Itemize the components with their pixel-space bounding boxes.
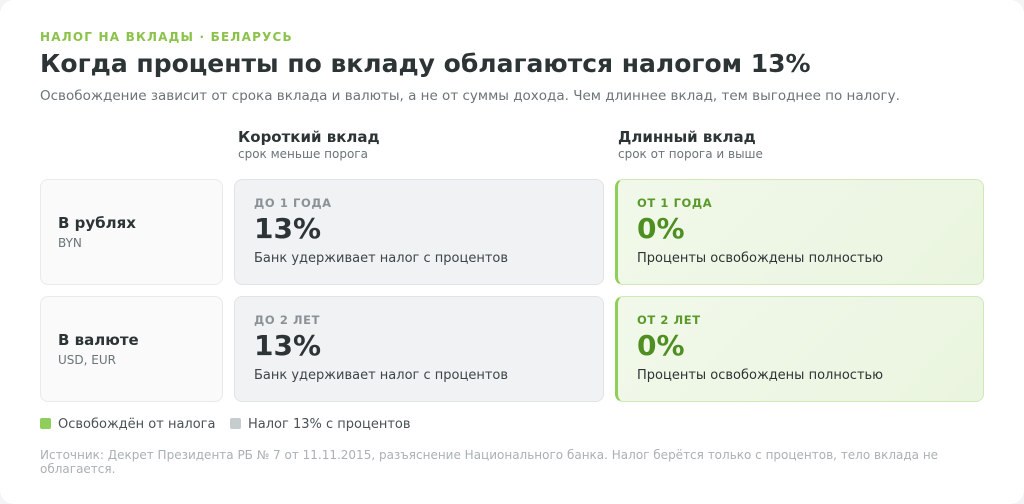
legend-item: Налог 13% с процентов	[230, 417, 411, 432]
cell-value: 0%	[637, 212, 685, 245]
row-label: В рублях	[58, 214, 136, 232]
legend-item: Освобождён от налога	[40, 417, 215, 432]
row-label: В валюте	[58, 331, 139, 349]
tax-cell: ДО 2 ЛЕТ 13% Банк удерживает налог с проце…	[234, 296, 604, 402]
column-sub: срок меньше порога	[238, 147, 368, 161]
row-label-box: В валюте USD, EUR	[40, 296, 223, 402]
legend-swatch	[40, 418, 51, 429]
row-sub: BYN	[58, 236, 82, 250]
cell-desc: Банк удерживает налог с процентов	[254, 251, 509, 266]
legend-swatch	[230, 418, 241, 429]
cell-desc: Банк удерживает налог с процентов	[254, 368, 509, 383]
legend-label: Налог 13% с процентов	[248, 417, 411, 432]
subtitle: Освобождение зависит от срока вклада и в…	[40, 88, 900, 104]
title: Когда проценты по вкладу облагаются нало…	[40, 49, 811, 78]
column-title: Короткий вклад	[238, 128, 380, 146]
cell-value: 13%	[254, 212, 322, 245]
cell-value: 13%	[254, 329, 322, 362]
cell-desc: Проценты освобождены полностью	[637, 368, 884, 383]
cell-tag: ДО 1 ГОДА	[254, 196, 332, 210]
row-sub: USD, EUR	[58, 353, 116, 367]
cell-tag: ДО 2 ЛЕТ	[254, 313, 321, 327]
cell-value: 0%	[637, 329, 685, 362]
tax-cell: ОТ 1 ГОДА 0% Проценты освобождены полность…	[615, 179, 984, 285]
row-label-box: В рублях BYN	[40, 179, 223, 285]
legend-label: Освобождён от налога	[58, 417, 216, 432]
source: Источник: Декрет Президента РБ № 7 от 11…	[40, 448, 939, 476]
cell-tag: ОТ 2 ЛЕТ	[637, 313, 701, 327]
tax-cell: ОТ 2 ЛЕТ 0% Проценты освобождены полностью	[615, 296, 984, 402]
cell-tag: ОТ 1 ГОДА	[637, 196, 713, 210]
cell-desc: Проценты освобождены полностью	[637, 251, 884, 266]
column-sub: срок от порога и выше	[618, 147, 763, 161]
column-title: Длинный вклад	[618, 128, 756, 146]
tax-cell: ДО 1 ГОДА 13% Банк удерживает налог с проц…	[234, 179, 604, 285]
eyebrow: НАЛОГ НА ВКЛАДЫ · БЕЛАРУСЬ	[40, 30, 293, 44]
